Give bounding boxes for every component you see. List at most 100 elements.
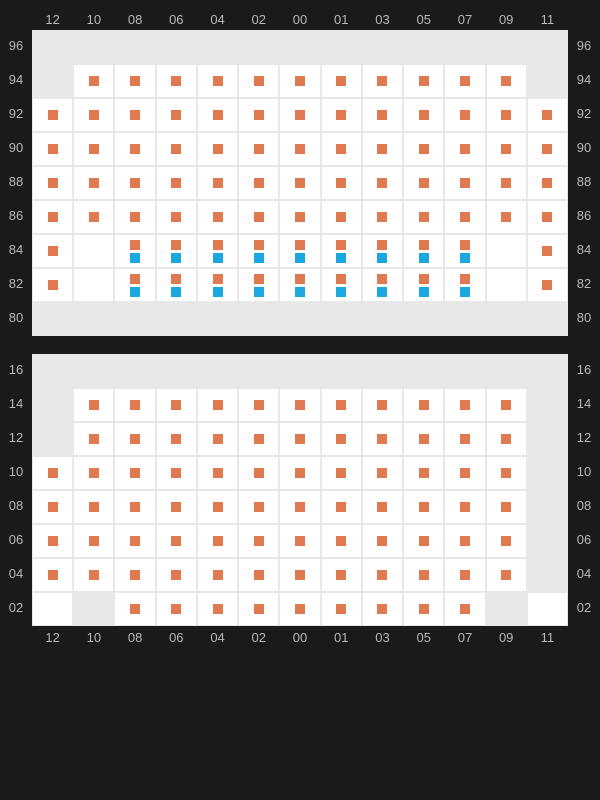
seat-cell[interactable] bbox=[197, 422, 238, 456]
seat-cell[interactable] bbox=[197, 388, 238, 422]
seat-cell[interactable] bbox=[486, 166, 527, 200]
seat-cell[interactable] bbox=[444, 422, 485, 456]
seat-cell[interactable] bbox=[32, 200, 73, 234]
seat-cell[interactable] bbox=[403, 200, 444, 234]
seat-cell[interactable] bbox=[156, 558, 197, 592]
seat-cell[interactable] bbox=[197, 558, 238, 592]
seat-cell[interactable] bbox=[197, 200, 238, 234]
seat-cell[interactable] bbox=[279, 166, 320, 200]
seat-cell[interactable] bbox=[156, 98, 197, 132]
seat-cell[interactable] bbox=[197, 524, 238, 558]
seat-cell[interactable] bbox=[527, 132, 568, 166]
seat-cell[interactable] bbox=[238, 490, 279, 524]
seat-cell[interactable] bbox=[32, 132, 73, 166]
seat-cell[interactable] bbox=[444, 234, 485, 268]
seat-cell[interactable] bbox=[32, 592, 73, 626]
seat-cell[interactable] bbox=[486, 422, 527, 456]
seat-cell[interactable] bbox=[486, 98, 527, 132]
seat-cell[interactable] bbox=[197, 268, 238, 302]
seat-cell[interactable] bbox=[156, 268, 197, 302]
seat-cell[interactable] bbox=[73, 422, 114, 456]
seat-cell[interactable] bbox=[403, 64, 444, 98]
seat-cell[interactable] bbox=[73, 524, 114, 558]
seat-cell[interactable] bbox=[32, 98, 73, 132]
seat-cell[interactable] bbox=[321, 524, 362, 558]
seat-cell[interactable] bbox=[527, 166, 568, 200]
seat-cell[interactable] bbox=[403, 456, 444, 490]
seat-cell[interactable] bbox=[444, 166, 485, 200]
seat-cell[interactable] bbox=[486, 388, 527, 422]
seat-cell[interactable] bbox=[444, 268, 485, 302]
seat-cell[interactable] bbox=[279, 234, 320, 268]
seat-cell[interactable] bbox=[73, 558, 114, 592]
seat-cell[interactable] bbox=[444, 592, 485, 626]
seat-cell[interactable] bbox=[238, 166, 279, 200]
seat-cell[interactable] bbox=[486, 200, 527, 234]
seat-cell[interactable] bbox=[114, 200, 155, 234]
seat-cell[interactable] bbox=[321, 456, 362, 490]
seat-cell[interactable] bbox=[156, 456, 197, 490]
seat-cell[interactable] bbox=[32, 524, 73, 558]
seat-cell[interactable] bbox=[114, 166, 155, 200]
seat-cell[interactable] bbox=[403, 524, 444, 558]
seat-cell[interactable] bbox=[279, 422, 320, 456]
seat-cell[interactable] bbox=[197, 490, 238, 524]
seat-cell[interactable] bbox=[279, 98, 320, 132]
seat-cell[interactable] bbox=[321, 422, 362, 456]
seat-cell[interactable] bbox=[321, 200, 362, 234]
seat-cell[interactable] bbox=[197, 234, 238, 268]
seat-cell[interactable] bbox=[238, 558, 279, 592]
seat-cell[interactable] bbox=[403, 234, 444, 268]
seat-cell[interactable] bbox=[238, 98, 279, 132]
seat-cell[interactable] bbox=[486, 268, 527, 302]
seat-cell[interactable] bbox=[32, 166, 73, 200]
seat-cell[interactable] bbox=[362, 456, 403, 490]
seat-cell[interactable] bbox=[279, 456, 320, 490]
seat-cell[interactable] bbox=[279, 132, 320, 166]
seat-cell[interactable] bbox=[486, 132, 527, 166]
seat-cell[interactable] bbox=[156, 166, 197, 200]
seat-cell[interactable] bbox=[362, 234, 403, 268]
seat-cell[interactable] bbox=[238, 456, 279, 490]
seat-cell[interactable] bbox=[321, 234, 362, 268]
seat-cell[interactable] bbox=[321, 132, 362, 166]
seat-cell[interactable] bbox=[114, 388, 155, 422]
seat-cell[interactable] bbox=[321, 592, 362, 626]
seat-cell[interactable] bbox=[403, 490, 444, 524]
seat-cell[interactable] bbox=[114, 268, 155, 302]
seat-cell[interactable] bbox=[403, 98, 444, 132]
seat-cell[interactable] bbox=[527, 268, 568, 302]
seat-cell[interactable] bbox=[279, 592, 320, 626]
seat-cell[interactable] bbox=[156, 64, 197, 98]
seat-cell[interactable] bbox=[73, 200, 114, 234]
seat-cell[interactable] bbox=[321, 98, 362, 132]
seat-cell[interactable] bbox=[362, 490, 403, 524]
seat-cell[interactable] bbox=[444, 98, 485, 132]
seat-cell[interactable] bbox=[197, 132, 238, 166]
seat-cell[interactable] bbox=[238, 524, 279, 558]
seat-cell[interactable] bbox=[156, 388, 197, 422]
seat-cell[interactable] bbox=[486, 524, 527, 558]
seat-cell[interactable] bbox=[114, 132, 155, 166]
seat-cell[interactable] bbox=[403, 422, 444, 456]
seat-cell[interactable] bbox=[486, 64, 527, 98]
seat-cell[interactable] bbox=[238, 200, 279, 234]
seat-cell[interactable] bbox=[114, 558, 155, 592]
seat-cell[interactable] bbox=[197, 166, 238, 200]
seat-cell[interactable] bbox=[403, 132, 444, 166]
seat-cell[interactable] bbox=[444, 388, 485, 422]
seat-cell[interactable] bbox=[238, 388, 279, 422]
seat-cell[interactable] bbox=[362, 98, 403, 132]
seat-cell[interactable] bbox=[73, 132, 114, 166]
seat-cell[interactable] bbox=[238, 592, 279, 626]
seat-cell[interactable] bbox=[527, 98, 568, 132]
seat-cell[interactable] bbox=[156, 132, 197, 166]
seat-cell[interactable] bbox=[362, 592, 403, 626]
seat-cell[interactable] bbox=[362, 132, 403, 166]
seat-cell[interactable] bbox=[527, 592, 568, 626]
seat-cell[interactable] bbox=[32, 456, 73, 490]
seat-cell[interactable] bbox=[197, 456, 238, 490]
seat-cell[interactable] bbox=[73, 98, 114, 132]
seat-cell[interactable] bbox=[156, 422, 197, 456]
seat-cell[interactable] bbox=[362, 524, 403, 558]
